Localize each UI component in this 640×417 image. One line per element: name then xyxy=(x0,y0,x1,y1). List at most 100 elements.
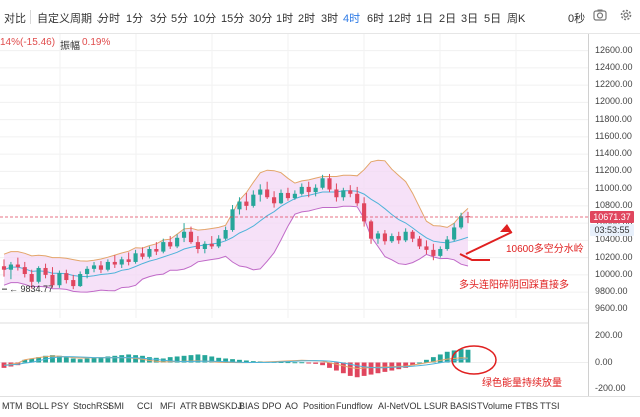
candle-body xyxy=(396,236,401,241)
indicator-tab[interactable]: SKDJ xyxy=(219,401,243,411)
interval-tab[interactable]: 5分 xyxy=(171,13,189,25)
interval-tab[interactable]: 3分 xyxy=(150,13,168,25)
candle xyxy=(64,269,69,284)
interval-tab[interactable]: 30分 xyxy=(249,13,273,25)
macd-bar xyxy=(63,357,69,363)
price-axis[interactable]: 12600.00 12400.00 12200.00 12000.00 11800.00… xyxy=(588,34,640,396)
indicator-tab[interactable]: BOLL xyxy=(26,401,50,411)
indicator-tab[interactable]: StochRSI xyxy=(73,401,112,411)
annotation-bend xyxy=(459,253,490,261)
indicator-tab[interactable]: PSY xyxy=(51,401,70,411)
interval-tab[interactable]: 15分 xyxy=(221,13,245,25)
candle-body xyxy=(334,189,339,198)
custom-period-button[interactable]: 自定义周期 ⌄ xyxy=(37,10,103,26)
indicator-tab[interactable]: CCI xyxy=(137,401,153,411)
macd-bar xyxy=(223,358,229,363)
indicator-tab[interactable]: SMI xyxy=(108,401,125,411)
macd-bar xyxy=(77,359,83,363)
price-tick-label: 12200.00 xyxy=(595,79,633,90)
macd-bar xyxy=(410,362,416,366)
macd-bar xyxy=(333,362,339,371)
candle xyxy=(278,189,284,205)
interval-tab[interactable]: 1时 xyxy=(276,13,294,25)
gear-icon[interactable] xyxy=(618,7,634,26)
bollinger-band-fill xyxy=(4,160,468,293)
indicator-tab[interactable]: AO xyxy=(285,401,299,411)
price-tick-label: 10200.00 xyxy=(595,251,633,262)
indicator-tab[interactable]: MTM xyxy=(2,401,23,411)
compare-button[interactable]: 对比 xyxy=(4,13,26,25)
candle-body xyxy=(216,238,221,247)
interval-tab[interactable]: 3时 xyxy=(321,13,339,25)
candle-body xyxy=(417,238,422,247)
candle-body xyxy=(133,253,138,262)
interval-tab[interactable]: 6时 xyxy=(367,13,385,25)
candle-body xyxy=(285,192,291,199)
interval-tab[interactable]: 分时 xyxy=(98,13,120,25)
interval-tab[interactable]: 12时 xyxy=(388,13,412,25)
price-info-row: 14%(-15.46) 振幅 0.19% xyxy=(0,34,560,52)
indicator-tab[interactable]: MFI xyxy=(160,401,176,411)
candle xyxy=(126,252,131,266)
price-tick-label: 11200.00 xyxy=(595,165,632,176)
interval-tab[interactable]: 3日 xyxy=(461,13,479,25)
macd-bar xyxy=(396,362,402,370)
macd-tick-label: -200.00 xyxy=(595,383,626,394)
indicator-tab[interactable]: TVolume xyxy=(477,401,513,411)
macd-bar xyxy=(181,355,187,363)
indicator-tab[interactable]: FTBS xyxy=(515,401,539,411)
interval-tab[interactable]: 2时 xyxy=(298,13,316,25)
interval-tab[interactable]: 10分 xyxy=(193,13,217,25)
candle xyxy=(389,233,394,243)
candle xyxy=(375,230,381,244)
candle-body xyxy=(161,242,166,252)
interval-tab[interactable]: 1分 xyxy=(126,13,144,25)
custom-period-label: 自定义周期 xyxy=(37,13,92,25)
macd-bar xyxy=(126,354,132,363)
interval-tab[interactable]: 1日 xyxy=(416,13,434,25)
candle-body xyxy=(195,242,200,249)
macd-bar xyxy=(430,357,436,363)
macd-dea-line xyxy=(3,356,469,369)
candle-body xyxy=(403,231,408,241)
indicator-tab[interactable]: TTSI xyxy=(540,401,560,411)
indicator-tab[interactable]: DPO xyxy=(262,401,282,411)
macd-bar xyxy=(320,362,325,366)
indicator-tab[interactable]: LSUR xyxy=(424,401,449,411)
candle xyxy=(105,259,110,272)
annotation-circle xyxy=(451,345,497,375)
candle xyxy=(188,226,194,244)
interval-tab[interactable]: 4时 xyxy=(343,13,361,25)
candle-body xyxy=(64,273,69,281)
indicator-tab[interactable]: BBW xyxy=(199,401,220,411)
indicator-tab[interactable]: Position xyxy=(303,401,336,411)
macd-bar xyxy=(292,362,298,364)
interval-tab[interactable]: 周K xyxy=(507,13,526,25)
candle-body xyxy=(458,216,464,228)
candle-body xyxy=(8,264,14,270)
indicator-tab[interactable]: BASIS xyxy=(450,401,477,411)
annotation-bull-note: 多头连阳碎阴回踩直接多 xyxy=(459,278,569,291)
indicator-tab[interactable]: Fundflow xyxy=(336,401,373,411)
indicator-tab[interactable]: BIAS xyxy=(239,401,260,411)
amplitude-label: 振幅 xyxy=(60,41,80,52)
candle-body xyxy=(147,249,152,257)
macd-bar xyxy=(84,358,90,363)
annotation-arrow-head xyxy=(500,224,512,232)
macd-bar xyxy=(209,356,215,363)
candle xyxy=(1,259,7,277)
camera-icon[interactable] xyxy=(592,7,608,26)
candle xyxy=(438,246,443,258)
macd-bar xyxy=(174,356,180,363)
macd-bar xyxy=(444,351,450,363)
indicator-tab[interactable]: ATR xyxy=(180,401,198,411)
bollinger-lower-line xyxy=(3,205,469,293)
interval-tab[interactable]: 2日 xyxy=(439,13,457,25)
chevron-down-icon: ⌄ xyxy=(95,14,103,24)
candle xyxy=(223,226,228,241)
indicator-tab[interactable]: AI-NetVOL xyxy=(378,401,422,411)
interval-tab[interactable]: 5日 xyxy=(484,13,502,25)
candle xyxy=(195,236,200,254)
macd-bar xyxy=(361,362,367,376)
